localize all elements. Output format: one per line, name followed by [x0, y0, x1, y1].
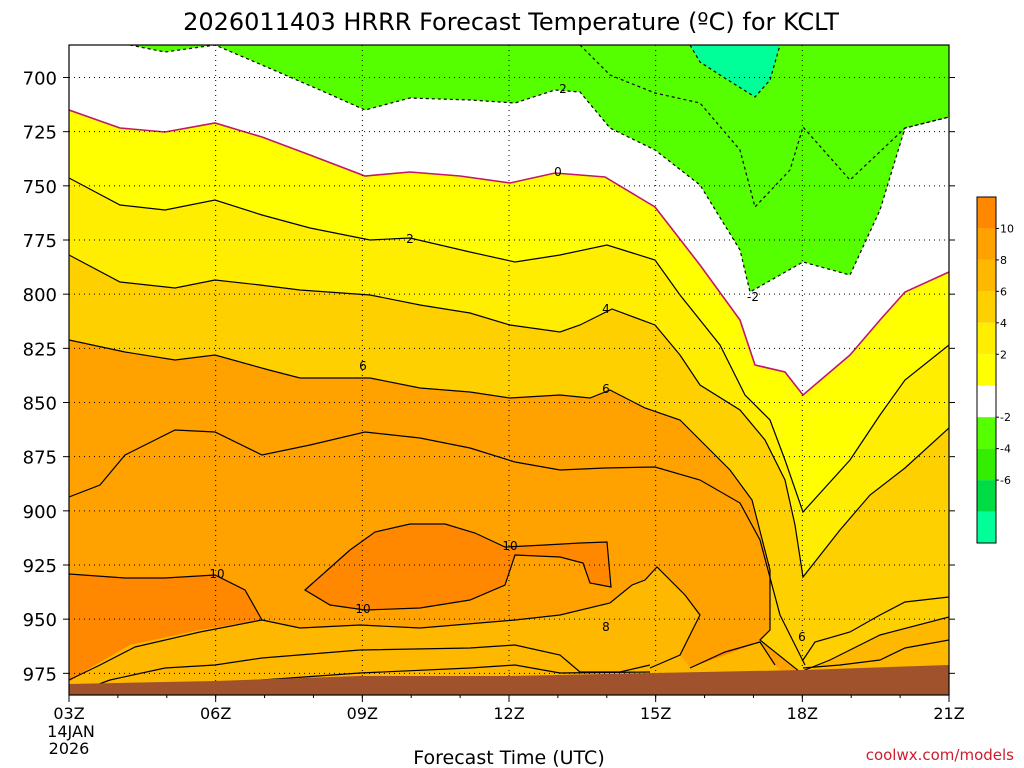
contour-6-upper	[69, 339, 949, 673]
contour-10-lower	[689, 641, 776, 669]
contour-10-center	[303, 523, 612, 611]
contour-label: 6	[798, 630, 806, 644]
y-tick-label: 750	[23, 177, 57, 198]
y-tick-label: 775	[23, 231, 57, 252]
contour-6-lower	[69, 644, 651, 695]
colorbar-swatch	[977, 448, 996, 481]
chart-title: 2026011403 HRRR Forecast Temperature (ºC…	[183, 8, 839, 36]
colorbar-swatch	[977, 322, 996, 355]
x-axis: 03Z 06Z 09Z 12Z 15Z 18Z 21Z	[53, 695, 965, 723]
x-start-year: 2026	[49, 739, 90, 758]
y-axis: 700 725 750 775 800 825 850 875 900 925 950 975	[23, 69, 955, 685]
x-tick-label: 03Z	[53, 704, 84, 723]
contour-label: 6	[602, 382, 610, 396]
x-tick-label: 21Z	[933, 704, 964, 723]
x-tick-label: 06Z	[200, 704, 231, 723]
contour-label: 2	[406, 232, 414, 246]
x-tick-label: 18Z	[787, 704, 818, 723]
colorbar-tick-label: 4	[1000, 317, 1007, 330]
colorbar-tick-label: 10	[1000, 222, 1014, 235]
y-tick-label: 800	[23, 285, 57, 306]
fill-band-6-8-lower	[69, 567, 790, 695]
plot-area	[69, 45, 949, 695]
contour-minus4	[579, 45, 949, 209]
credit-text: coolwx.com/models	[866, 746, 1014, 764]
contour-label: 4	[602, 302, 610, 316]
contour-label: 0	[554, 165, 562, 179]
fill-band-10-plus-left	[69, 574, 262, 682]
contour-label: 6	[359, 359, 367, 373]
y-tick-label: 875	[23, 448, 57, 469]
contour-label: 10	[209, 567, 224, 581]
contour-label: 10	[355, 602, 370, 616]
contour-8-upper	[69, 429, 806, 666]
contour-8-right	[802, 596, 949, 661]
colorbar-swatch	[977, 354, 996, 386]
x-start-day: 14JAN	[47, 722, 95, 741]
contour-minus2	[129, 45, 949, 293]
y-tick-label: 925	[23, 556, 57, 577]
colorbar-swatch	[977, 511, 996, 543]
colorbar-swatch	[977, 480, 996, 512]
y-tick-label: 975	[23, 664, 57, 685]
contour-label: -2	[747, 290, 759, 304]
grid-lines	[69, 45, 949, 695]
colorbar-swatch	[977, 385, 996, 418]
y-tick-label: 725	[23, 123, 57, 144]
fill-band-minus6-minus4	[690, 45, 780, 97]
colorbar-tick-label: -2	[1000, 411, 1011, 424]
contour-8-lower	[69, 566, 701, 681]
colorbar-tick-label: 6	[1000, 285, 1007, 298]
fill-band-10-plus-center	[305, 524, 611, 610]
colorbar: 10 8 6 4 2 -2 -4 -6	[976, 196, 1014, 544]
x-axis-label: Forecast Time (UTC)	[413, 747, 604, 768]
colorbar-swatch	[977, 197, 996, 229]
colorbar-swatch	[977, 417, 996, 449]
colorbar-tick-label: 8	[1000, 254, 1007, 267]
colorbar-tick-label: 2	[1000, 348, 1007, 361]
colorbar-tick-label: -4	[1000, 443, 1011, 456]
y-tick-label: 950	[23, 610, 57, 631]
contour-labels: 2 0 2 -2 4 6 6 10 10 10 8 6	[209, 82, 805, 644]
fill-band-minus4-minus2	[130, 45, 949, 292]
x-tick-label: 15Z	[640, 704, 671, 723]
y-tick-label: 825	[23, 339, 57, 360]
contour-4	[69, 254, 949, 579]
colorbar-tick-label: -6	[1000, 474, 1011, 487]
colorbar-swatch	[977, 259, 996, 292]
colorbar-frame	[976, 196, 997, 544]
contour-10-left	[69, 573, 263, 621]
colorbar-swatch	[977, 228, 996, 260]
contour-label: 10	[502, 539, 517, 553]
y-tick-label: 850	[23, 394, 57, 415]
surface-terrain	[69, 665, 949, 695]
y-tick-label: 900	[23, 502, 57, 523]
contour-2	[69, 177, 949, 514]
y-tick-label: 700	[23, 69, 57, 90]
contour-6-right	[802, 639, 949, 669]
contour-label: 2	[559, 82, 567, 96]
x-tick-label: 09Z	[347, 704, 378, 723]
contour-label: 8	[602, 620, 610, 634]
x-tick-label: 12Z	[493, 704, 524, 723]
colorbar-swatch	[977, 291, 996, 323]
contour-0	[69, 109, 949, 397]
